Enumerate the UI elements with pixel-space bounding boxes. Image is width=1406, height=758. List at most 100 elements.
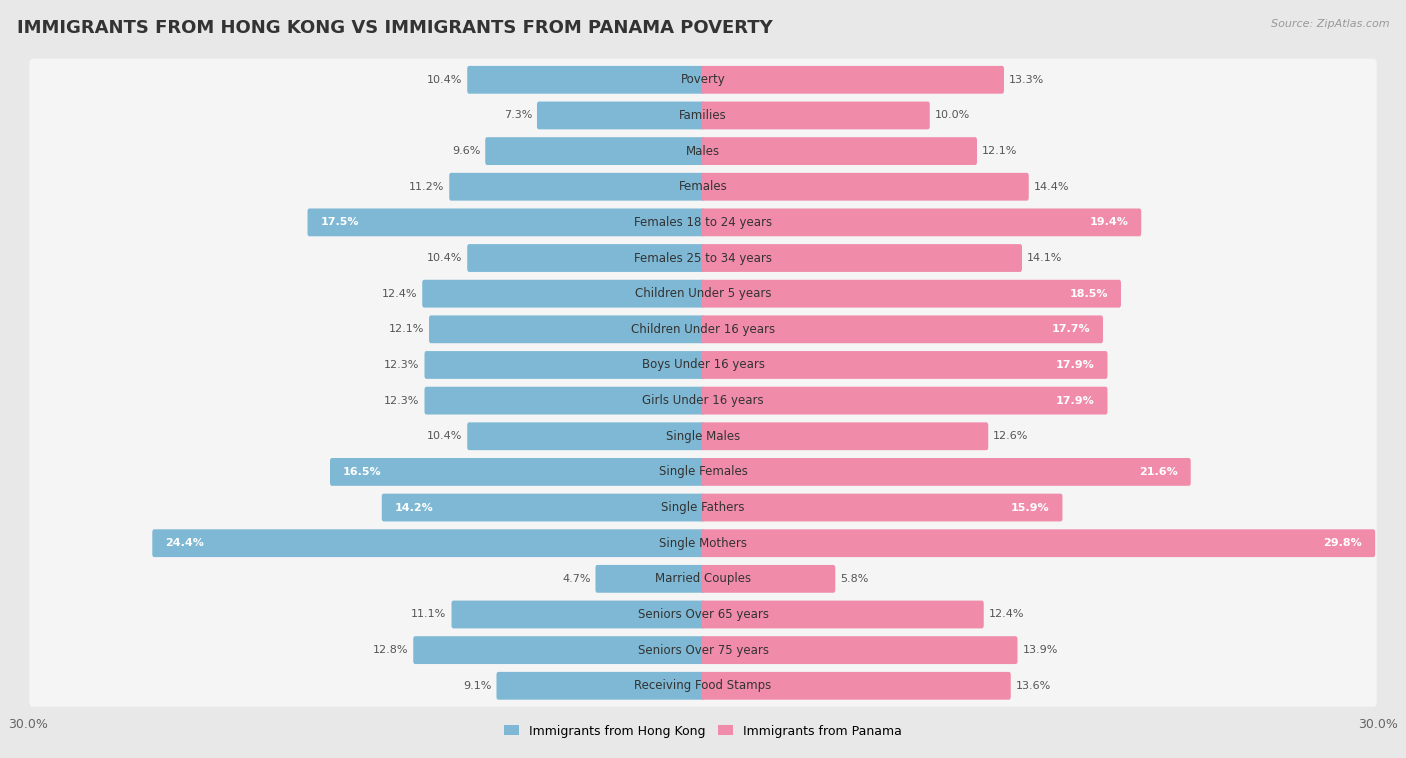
Text: 12.3%: 12.3%: [384, 360, 419, 370]
Text: 17.5%: 17.5%: [321, 218, 359, 227]
FancyBboxPatch shape: [30, 415, 1376, 457]
Text: Children Under 5 years: Children Under 5 years: [634, 287, 772, 300]
Legend: Immigrants from Hong Kong, Immigrants from Panama: Immigrants from Hong Kong, Immigrants fr…: [499, 719, 907, 743]
Text: 9.6%: 9.6%: [451, 146, 481, 156]
FancyBboxPatch shape: [30, 380, 1376, 421]
FancyBboxPatch shape: [702, 280, 1121, 308]
FancyBboxPatch shape: [30, 558, 1376, 600]
FancyBboxPatch shape: [413, 636, 704, 664]
FancyBboxPatch shape: [30, 95, 1376, 136]
Text: Poverty: Poverty: [681, 74, 725, 86]
Text: 15.9%: 15.9%: [1011, 503, 1049, 512]
FancyBboxPatch shape: [30, 665, 1376, 706]
FancyBboxPatch shape: [702, 315, 1102, 343]
FancyBboxPatch shape: [30, 594, 1376, 635]
Text: 29.8%: 29.8%: [1323, 538, 1362, 548]
Text: 10.4%: 10.4%: [427, 253, 463, 263]
Text: Receiving Food Stamps: Receiving Food Stamps: [634, 679, 772, 692]
FancyBboxPatch shape: [702, 600, 984, 628]
FancyBboxPatch shape: [702, 66, 1004, 94]
Text: 21.6%: 21.6%: [1139, 467, 1178, 477]
FancyBboxPatch shape: [308, 208, 704, 236]
Text: 12.1%: 12.1%: [388, 324, 425, 334]
Text: Females 18 to 24 years: Females 18 to 24 years: [634, 216, 772, 229]
Text: 4.7%: 4.7%: [562, 574, 591, 584]
Text: 14.2%: 14.2%: [395, 503, 433, 512]
Text: 18.5%: 18.5%: [1070, 289, 1108, 299]
FancyBboxPatch shape: [467, 422, 704, 450]
Text: 7.3%: 7.3%: [503, 111, 531, 121]
Text: IMMIGRANTS FROM HONG KONG VS IMMIGRANTS FROM PANAMA POVERTY: IMMIGRANTS FROM HONG KONG VS IMMIGRANTS …: [17, 19, 773, 37]
FancyBboxPatch shape: [702, 351, 1108, 379]
Text: 11.1%: 11.1%: [412, 609, 447, 619]
FancyBboxPatch shape: [537, 102, 704, 130]
FancyBboxPatch shape: [30, 629, 1376, 671]
FancyBboxPatch shape: [30, 273, 1376, 315]
FancyBboxPatch shape: [429, 315, 704, 343]
Text: 12.4%: 12.4%: [382, 289, 418, 299]
Text: 13.6%: 13.6%: [1015, 681, 1050, 691]
FancyBboxPatch shape: [702, 529, 1375, 557]
Text: 12.1%: 12.1%: [981, 146, 1018, 156]
FancyBboxPatch shape: [467, 244, 704, 272]
FancyBboxPatch shape: [330, 458, 704, 486]
FancyBboxPatch shape: [702, 458, 1191, 486]
Text: 16.5%: 16.5%: [343, 467, 381, 477]
FancyBboxPatch shape: [467, 66, 704, 94]
FancyBboxPatch shape: [30, 344, 1376, 386]
Text: Females 25 to 34 years: Females 25 to 34 years: [634, 252, 772, 265]
FancyBboxPatch shape: [30, 202, 1376, 243]
Text: Source: ZipAtlas.com: Source: ZipAtlas.com: [1271, 19, 1389, 29]
FancyBboxPatch shape: [702, 173, 1029, 201]
FancyBboxPatch shape: [496, 672, 704, 700]
FancyBboxPatch shape: [702, 102, 929, 130]
FancyBboxPatch shape: [702, 137, 977, 165]
FancyBboxPatch shape: [451, 600, 704, 628]
Text: 12.4%: 12.4%: [988, 609, 1024, 619]
Text: Single Females: Single Females: [658, 465, 748, 478]
Text: Children Under 16 years: Children Under 16 years: [631, 323, 775, 336]
FancyBboxPatch shape: [702, 672, 1011, 700]
FancyBboxPatch shape: [702, 636, 1018, 664]
Text: 14.1%: 14.1%: [1026, 253, 1063, 263]
Text: 12.8%: 12.8%: [373, 645, 408, 655]
FancyBboxPatch shape: [382, 493, 704, 522]
Text: Males: Males: [686, 145, 720, 158]
FancyBboxPatch shape: [450, 173, 704, 201]
FancyBboxPatch shape: [30, 451, 1376, 493]
Text: Single Males: Single Males: [666, 430, 740, 443]
Text: 12.6%: 12.6%: [993, 431, 1029, 441]
FancyBboxPatch shape: [30, 130, 1376, 172]
Text: Single Fathers: Single Fathers: [661, 501, 745, 514]
Text: Single Mothers: Single Mothers: [659, 537, 747, 550]
Text: 13.3%: 13.3%: [1010, 75, 1045, 85]
Text: 5.8%: 5.8%: [841, 574, 869, 584]
FancyBboxPatch shape: [425, 351, 704, 379]
FancyBboxPatch shape: [30, 59, 1376, 101]
Text: 12.3%: 12.3%: [384, 396, 419, 406]
FancyBboxPatch shape: [702, 244, 1022, 272]
Text: 13.9%: 13.9%: [1022, 645, 1057, 655]
Text: 11.2%: 11.2%: [409, 182, 444, 192]
Text: Families: Families: [679, 109, 727, 122]
Text: 19.4%: 19.4%: [1090, 218, 1128, 227]
FancyBboxPatch shape: [30, 522, 1376, 564]
FancyBboxPatch shape: [422, 280, 704, 308]
Text: Boys Under 16 years: Boys Under 16 years: [641, 359, 765, 371]
Text: 9.1%: 9.1%: [463, 681, 492, 691]
FancyBboxPatch shape: [596, 565, 704, 593]
FancyBboxPatch shape: [30, 487, 1376, 528]
Text: 10.4%: 10.4%: [427, 75, 463, 85]
Text: Girls Under 16 years: Girls Under 16 years: [643, 394, 763, 407]
FancyBboxPatch shape: [702, 422, 988, 450]
FancyBboxPatch shape: [152, 529, 704, 557]
FancyBboxPatch shape: [702, 565, 835, 593]
Text: Married Couples: Married Couples: [655, 572, 751, 585]
Text: Seniors Over 65 years: Seniors Over 65 years: [637, 608, 769, 621]
Text: 14.4%: 14.4%: [1033, 182, 1069, 192]
FancyBboxPatch shape: [702, 208, 1142, 236]
FancyBboxPatch shape: [485, 137, 704, 165]
FancyBboxPatch shape: [30, 309, 1376, 350]
FancyBboxPatch shape: [425, 387, 704, 415]
Text: 17.9%: 17.9%: [1056, 396, 1094, 406]
